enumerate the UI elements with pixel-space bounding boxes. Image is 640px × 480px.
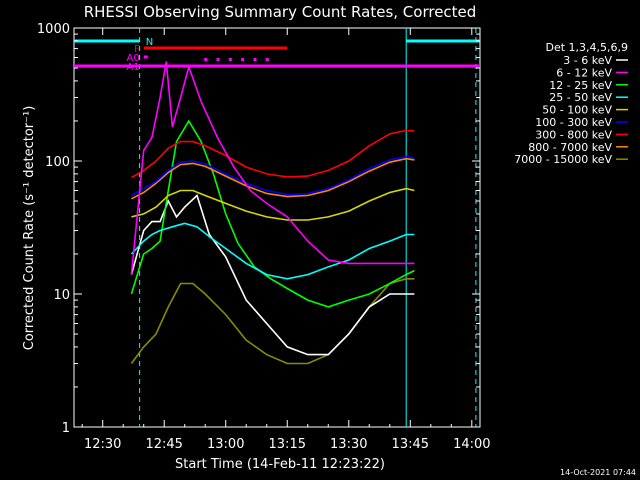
y-tick-label-3: 1000 bbox=[37, 22, 70, 37]
x-tick-label-1: 12:45 bbox=[145, 437, 182, 452]
flag-dot-4 bbox=[253, 58, 257, 61]
legend-label-7: 800 - 7000 keV bbox=[528, 141, 612, 154]
series-line-7 bbox=[131, 157, 415, 200]
legend-label-0: 3 - 6 keV bbox=[563, 54, 612, 67]
series-line-5 bbox=[131, 155, 415, 197]
x-tick-label-4: 13:30 bbox=[330, 437, 367, 452]
footer-timestamp: 14-Oct-2021 07:44 bbox=[560, 468, 636, 477]
flag-dot-5 bbox=[265, 58, 269, 61]
series-line-0 bbox=[130, 194, 415, 356]
plot-frame bbox=[73, 27, 481, 428]
legend-label-3: 25 - 50 keV bbox=[549, 91, 612, 104]
x-tick-label-3: 13:15 bbox=[269, 437, 306, 452]
x-tick-label-0: 12:30 bbox=[84, 437, 121, 452]
series-line-3 bbox=[130, 222, 415, 280]
y-tick-label-1: 10 bbox=[53, 288, 70, 303]
series-line-6 bbox=[130, 129, 415, 179]
x-tick-label-5: 13:45 bbox=[392, 437, 429, 452]
flag-dot-2 bbox=[228, 58, 232, 61]
series-line-8 bbox=[130, 277, 415, 365]
y-axis-label: Corrected Count Rate (s⁻¹ detector⁻¹) bbox=[22, 106, 37, 351]
legend-label-8: 7000 - 15000 keV bbox=[514, 153, 612, 166]
x-axis-label: Start Time (14-Feb-11 12:23:22) bbox=[175, 457, 385, 472]
legend-label-5: 100 - 300 keV bbox=[535, 116, 612, 129]
flag-label-N: N bbox=[146, 37, 153, 48]
legend-label-6: 300 - 800 keV bbox=[535, 128, 612, 141]
flag-dot-3 bbox=[241, 58, 245, 61]
series-line-2 bbox=[130, 119, 415, 308]
flag-label-A1: A1 bbox=[127, 62, 140, 73]
legend-label-2: 12 - 25 keV bbox=[549, 79, 612, 92]
series-line-4 bbox=[131, 187, 415, 221]
flag-label-F: F bbox=[134, 44, 140, 55]
legend-label-1: 6 - 12 keV bbox=[556, 66, 612, 79]
y-tick-label-0: 1 bbox=[62, 421, 70, 436]
series-line-1 bbox=[130, 61, 415, 275]
chart-title: RHESSI Observing Summary Count Rates, Co… bbox=[84, 3, 477, 21]
flag-dot-0 bbox=[204, 58, 208, 61]
y-tick-label-2: 100 bbox=[45, 155, 70, 170]
legend-label-4: 50 - 100 keV bbox=[542, 104, 612, 117]
x-tick-label-6: 14:00 bbox=[453, 437, 490, 452]
flag-dot-1 bbox=[216, 58, 220, 61]
legend-title: Det 1,3,4,5,6,9 bbox=[545, 41, 628, 54]
x-tick-label-2: 13:00 bbox=[207, 437, 244, 452]
flag-label-A0: A0 bbox=[127, 53, 140, 64]
